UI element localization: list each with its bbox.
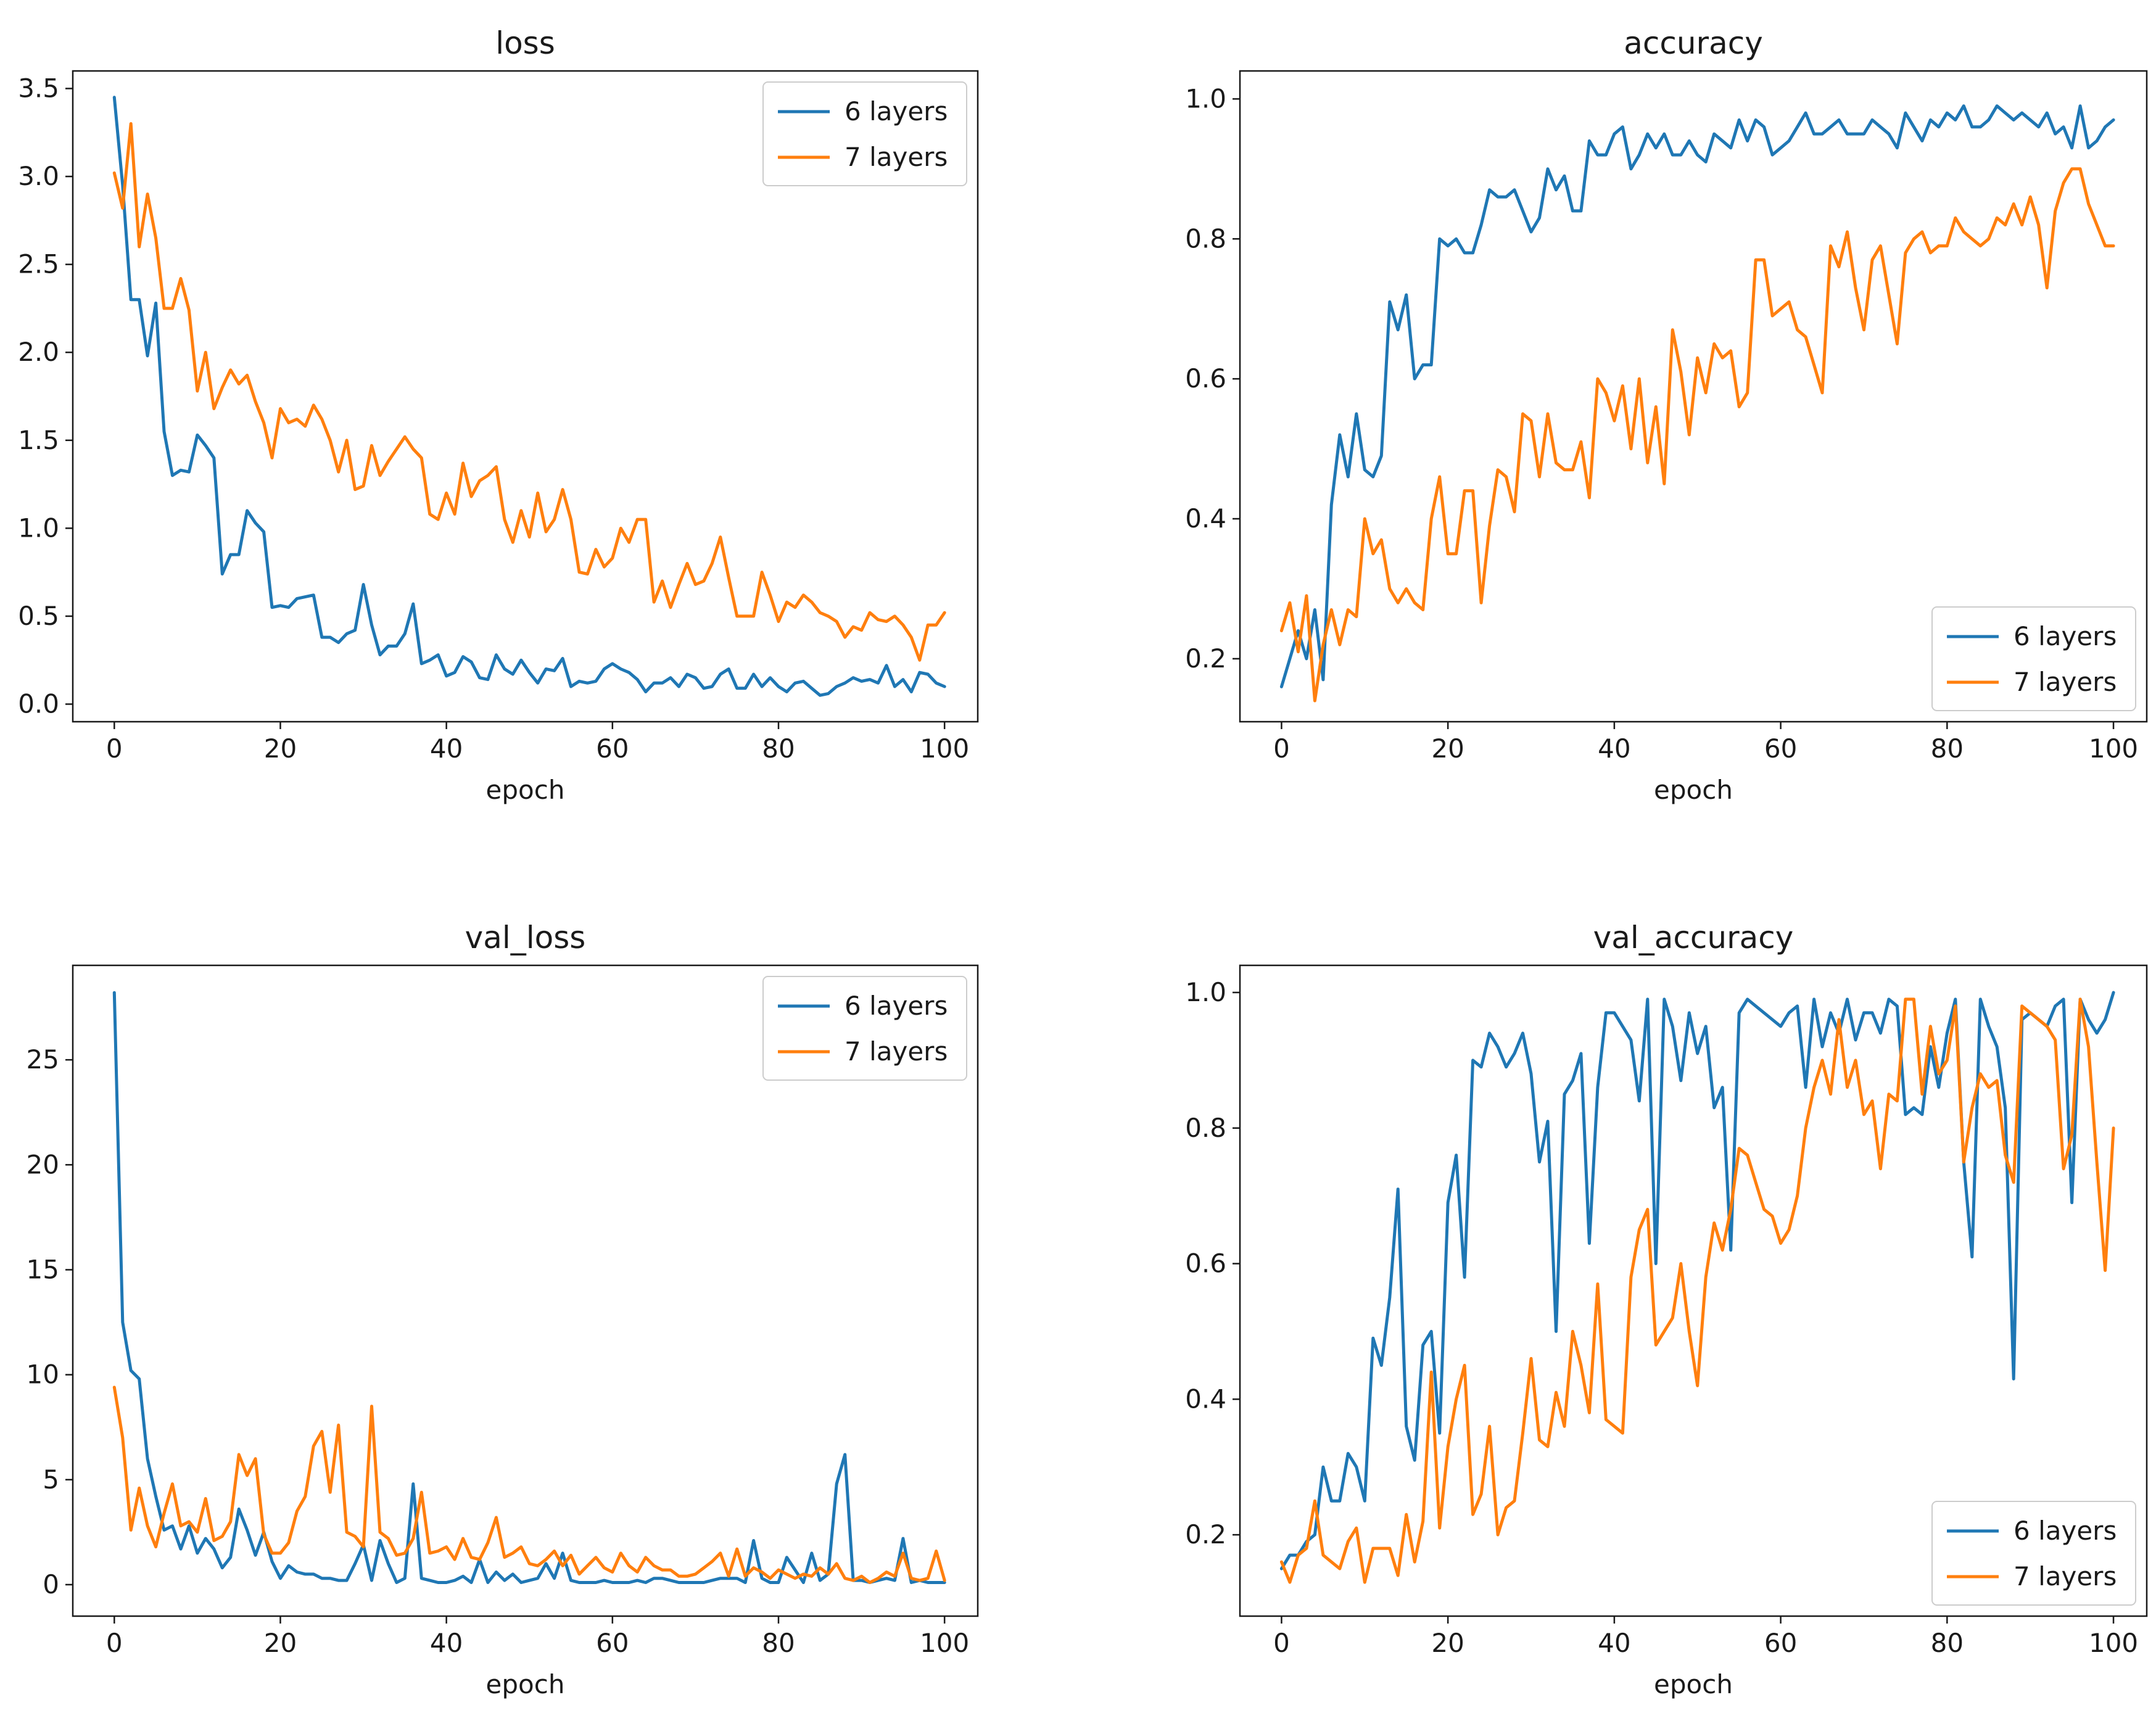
x-tick-label: 0 — [1273, 1628, 1290, 1658]
y-tick-label: 1.5 — [18, 425, 59, 455]
legend-entry: 7 layers — [845, 1036, 948, 1067]
x-tick-label: 40 — [430, 1628, 463, 1658]
x-tick-label: 80 — [1931, 733, 1964, 764]
series-line-6-layers — [1279, 104, 2115, 688]
chart-title: val_accuracy — [1593, 920, 1794, 955]
legend-box — [762, 976, 967, 1081]
series-lines — [1279, 991, 2115, 1584]
chart-title: accuracy — [1624, 25, 1763, 61]
x-tick-label: 0 — [1273, 733, 1290, 764]
x-tick-label: 100 — [920, 1628, 969, 1658]
x-tick-label: 100 — [2089, 1628, 2138, 1658]
y-tick-label: 0.8 — [1185, 1113, 1226, 1143]
y-tick-label: 0.4 — [1185, 1384, 1226, 1414]
series-line-7-layers — [112, 1385, 946, 1584]
y-tick-label: 0.6 — [1185, 363, 1226, 394]
y-tick-label: 0.5 — [18, 601, 59, 631]
y-tick-label: 0.6 — [1185, 1248, 1226, 1279]
y-tick-label: 1.0 — [1185, 83, 1226, 113]
legend-box — [1931, 1501, 2136, 1606]
x-tick-label: 60 — [1764, 733, 1797, 764]
legend-box — [1931, 606, 2136, 711]
subplot-accuracy: accuracy 0 20 40 60 80 100 0.2 0.4 0.6 0.8 1.0 epoch… — [1185, 25, 2148, 805]
x-tick-label: 100 — [920, 733, 969, 764]
x-tick-label: 80 — [762, 1628, 795, 1658]
x-axis-label: epoch — [486, 1669, 565, 1699]
axes-frame — [1239, 70, 2148, 723]
x-tick-label: 60 — [596, 733, 629, 764]
legend: 6 layers 7 layers — [1931, 1501, 2136, 1606]
subplot-val-accuracy: val_accuracy 0 20 40 60 80 100 0.2 0.4 0.6 0.8 1.0 e… — [1185, 920, 2148, 1699]
x-tick-label: 20 — [1431, 1628, 1464, 1658]
legend-entry: 7 layers — [2014, 667, 2117, 697]
axes-frame — [1239, 964, 2148, 1617]
series-line-7-layers — [1279, 167, 2115, 703]
legend-entry: 7 layers — [845, 142, 948, 172]
x-axis-label: epoch — [486, 775, 565, 805]
y-tick-label: 0.2 — [1185, 1519, 1226, 1550]
x-tick-label: 80 — [762, 733, 795, 764]
y-tick-label: 1.0 — [18, 513, 59, 543]
legend-entry: 7 layers — [2014, 1561, 2117, 1591]
y-tick-label: 2.0 — [18, 337, 59, 367]
chart-title: val_loss — [465, 920, 586, 955]
y-tick-label: 5 — [43, 1464, 59, 1495]
legend-box — [762, 81, 967, 186]
legend: 6 layers 7 layers — [1931, 606, 2136, 711]
x-tick-label: 80 — [1931, 1628, 1964, 1658]
axes-frame — [72, 70, 979, 723]
legend-entry: 6 layers — [2014, 1516, 2117, 1546]
x-tick-label: 40 — [1598, 733, 1630, 764]
x-tick-label: 0 — [106, 1628, 123, 1658]
series-line-7-layers — [1279, 997, 2115, 1584]
legend-entry: 6 layers — [845, 96, 948, 126]
legend: 6 layers 7 layers — [762, 976, 967, 1081]
y-tick-label: 0.0 — [18, 688, 59, 719]
series-lines — [112, 991, 946, 1584]
x-tick-label: 60 — [1764, 1628, 1797, 1658]
x-axis-label: epoch — [1654, 775, 1733, 805]
subplot-loss: loss 0 20 40 60 80 100 0.0 0.5 1.0 1.5 2.0 2.5 3.0 3.5… — [18, 25, 979, 805]
y-tick-label: 25 — [27, 1044, 59, 1075]
axes-frame — [72, 964, 979, 1617]
x-tick-label: 20 — [264, 733, 297, 764]
x-axis-label: epoch — [1654, 1669, 1733, 1699]
y-tick-label: 0.4 — [1185, 503, 1226, 534]
x-tick-label: 40 — [430, 733, 463, 764]
x-tick-label: 60 — [596, 1628, 629, 1658]
legend-entry: 6 layers — [845, 991, 948, 1021]
x-tick-label: 40 — [1598, 1628, 1630, 1658]
y-tick-label: 10 — [27, 1360, 59, 1390]
x-tick-label: 100 — [2089, 733, 2138, 764]
subplot-val-loss: val_loss 0 20 40 60 80 100 0 5 10 15 20 25 epoch 6 lay… — [27, 920, 979, 1699]
series-lines — [112, 96, 946, 697]
series-line-7-layers — [112, 122, 946, 662]
y-tick-label: 3.5 — [18, 73, 59, 104]
y-tick-label: 0.2 — [1185, 643, 1226, 674]
series-line-6-layers — [112, 991, 946, 1584]
x-tick-label: 20 — [1431, 733, 1464, 764]
y-tick-label: 0 — [43, 1569, 59, 1599]
chart-title: loss — [495, 25, 555, 61]
x-tick-label: 20 — [264, 1628, 297, 1658]
series-lines — [1279, 104, 2115, 703]
series-line-6-layers — [1279, 991, 2115, 1570]
y-tick-label: 2.5 — [18, 249, 59, 279]
y-tick-label: 3.0 — [18, 161, 59, 191]
y-tick-label: 15 — [27, 1254, 59, 1284]
y-tick-label: 0.8 — [1185, 223, 1226, 254]
series-line-6-layers — [112, 96, 946, 697]
y-tick-label: 20 — [27, 1149, 59, 1179]
y-tick-label: 1.0 — [1185, 977, 1226, 1007]
x-tick-label: 0 — [106, 733, 123, 764]
legend-entry: 6 layers — [2014, 621, 2117, 651]
legend: 6 layers 7 layers — [762, 81, 967, 186]
